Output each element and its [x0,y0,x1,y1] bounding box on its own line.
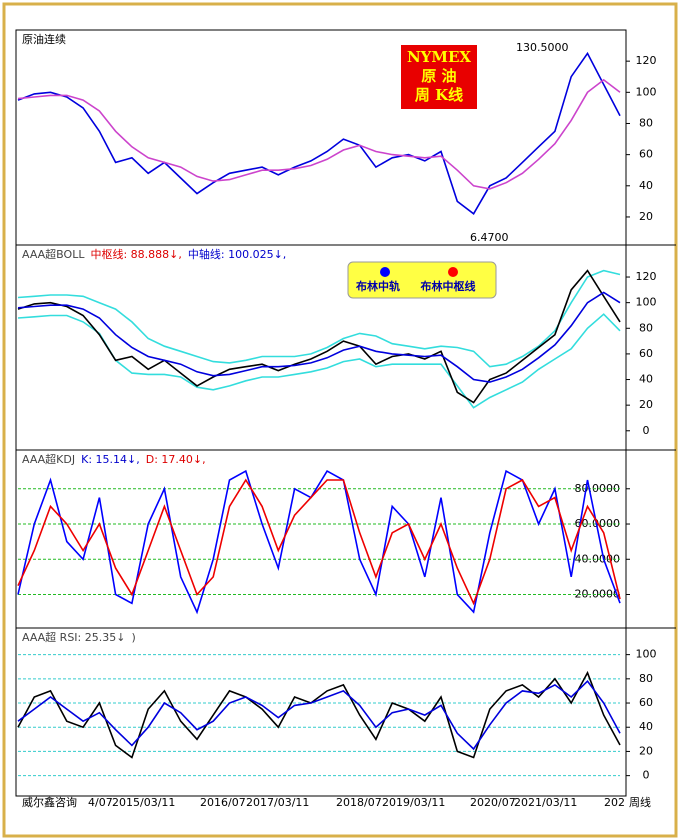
chart-title: 原油连续 [22,32,66,46]
x-axis-label: 202 [604,796,625,809]
x-axis-label: 2021/03/11 [514,796,577,809]
x-axis-label: 2017/03/11 [246,796,309,809]
annotation: 130.5000 [516,41,569,54]
panel-header: 中枢线: 88.888↓, [90,247,181,261]
y-tick-label: 120 [636,270,657,283]
panel-header: K: 15.14↓, [81,453,140,466]
y-tick-label: 0 [643,424,650,437]
x-axis-label: 威尔鑫咨询 [22,795,77,809]
panel-header: AAA超KDJ [22,452,75,466]
legend-text: 布林中枢线 [421,279,476,293]
y-tick-label: 20 [639,398,653,411]
series-line [17,670,621,759]
y-tick-label: 80 [639,672,653,685]
y-tick-label: 0 [643,769,650,782]
annotation: 6.4700 [470,231,509,244]
legend-text: 周 K线 [415,86,463,104]
y-tick-label: 80 [639,116,653,129]
y-tick-label: 120 [636,54,657,67]
y-tick-label: 60 [639,347,653,360]
series-line [17,291,621,383]
y-tick-label: 40 [639,373,653,386]
x-axis-label: 2015/03/11 [112,796,175,809]
y-tick-label: 80 [639,321,653,334]
legend-dot [448,267,458,277]
series-line [17,469,621,615]
y-tick-label: 40 [639,720,653,733]
series-line [17,313,621,409]
x-axis-label: 2020/07 [470,796,516,809]
y-tick-label: 20 [639,210,653,223]
y-tick-label: 100 [636,648,657,661]
panel-header: 中轴线: 100.025↓, [188,247,286,261]
legend-box [399,43,479,111]
series-line [17,679,621,751]
y-tick-label: 60 [639,148,653,161]
y-tick-label: 100 [636,296,657,309]
series-line [17,478,621,606]
y-tick-label: 20 [639,744,653,757]
y-tick-label: 100 [636,85,657,98]
series-line [17,269,621,404]
x-axis-label: 4/07 [88,796,113,809]
series-line [17,51,621,215]
panel-header: AAA超BOLL [22,247,85,261]
x-axis-label: 2018/07 [336,796,382,809]
y-tick-label: 20.0000 [575,588,621,601]
y-tick-label: 60 [639,696,653,709]
panel-header: AAA超 RSI: 25.35↓ [22,630,125,644]
y-tick-label: 40 [639,179,653,192]
panel-header: D: 17.40↓, [146,453,206,466]
legend-text: 原 油 [421,67,456,85]
x-axis-label: 周线 [629,795,651,809]
legend-text: NYMEX [407,48,471,66]
legend-text: 布林中轨 [356,279,400,293]
legend-dot [380,267,390,277]
x-axis-label: 2019/03/11 [382,796,445,809]
series-line [17,78,621,190]
series-line [17,269,621,368]
plot-frame [15,29,627,797]
x-axis-label: 2016/07 [200,796,246,809]
panel-header: ) [131,631,135,644]
